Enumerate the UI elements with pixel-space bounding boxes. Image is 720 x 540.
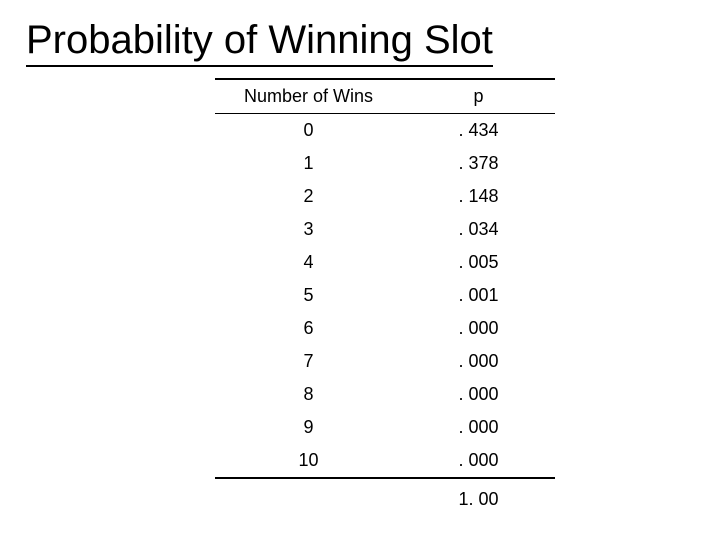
cell-p: . 000 (402, 444, 555, 478)
table-total-row: 1. 00 (215, 478, 555, 516)
table-row: 6 . 000 (215, 312, 555, 345)
cell-wins: 4 (215, 246, 402, 279)
cell-wins: 0 (215, 114, 402, 148)
cell-p: . 434 (402, 114, 555, 148)
table-row: 7 . 000 (215, 345, 555, 378)
cell-p: . 000 (402, 345, 555, 378)
table-row: 5 . 001 (215, 279, 555, 312)
slide: Probability of Winning Slot Number of Wi… (0, 0, 720, 540)
cell-p: . 148 (402, 180, 555, 213)
cell-wins: 1 (215, 147, 402, 180)
cell-p: . 000 (402, 312, 555, 345)
cell-wins: 10 (215, 444, 402, 478)
table-row: 8 . 000 (215, 378, 555, 411)
cell-blank (215, 478, 402, 516)
cell-p: . 005 (402, 246, 555, 279)
table-row: 0 . 434 (215, 114, 555, 148)
table-row: 3 . 034 (215, 213, 555, 246)
cell-p: . 378 (402, 147, 555, 180)
cell-p: . 034 (402, 213, 555, 246)
probability-table-wrap: Number of Wins p 0 . 434 1 . 378 2 . 148 (215, 78, 555, 516)
cell-p: . 000 (402, 411, 555, 444)
page-title: Probability of Winning Slot (26, 18, 493, 67)
table-row: 9 . 000 (215, 411, 555, 444)
cell-wins: 8 (215, 378, 402, 411)
cell-wins: 5 (215, 279, 402, 312)
probability-table: Number of Wins p 0 . 434 1 . 378 2 . 148 (215, 78, 555, 516)
table-body: 0 . 434 1 . 378 2 . 148 3 . 034 4 . 00 (215, 114, 555, 479)
cell-wins: 3 (215, 213, 402, 246)
table-row: 1 . 378 (215, 147, 555, 180)
cell-wins: 6 (215, 312, 402, 345)
cell-wins: 7 (215, 345, 402, 378)
cell-p: . 001 (402, 279, 555, 312)
table-header-row: Number of Wins p (215, 79, 555, 114)
cell-p: . 000 (402, 378, 555, 411)
table-row: 2 . 148 (215, 180, 555, 213)
table-row: 4 . 005 (215, 246, 555, 279)
cell-wins: 9 (215, 411, 402, 444)
cell-total: 1. 00 (402, 478, 555, 516)
col-header-p: p (402, 79, 555, 114)
col-header-wins: Number of Wins (215, 79, 402, 114)
cell-wins: 2 (215, 180, 402, 213)
table-row: 10 . 000 (215, 444, 555, 478)
